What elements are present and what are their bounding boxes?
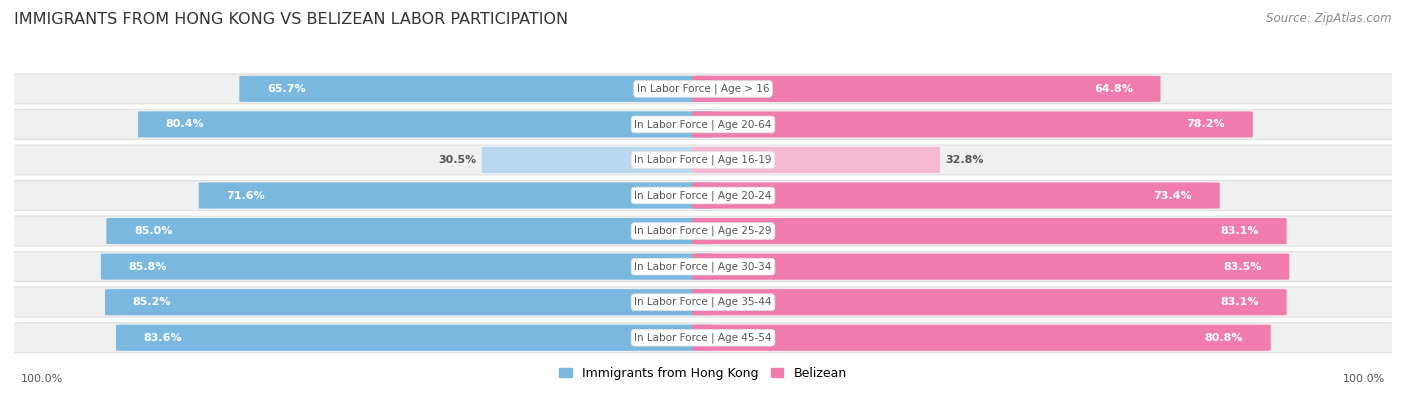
- FancyBboxPatch shape: [692, 218, 1286, 244]
- FancyBboxPatch shape: [0, 287, 1406, 317]
- FancyBboxPatch shape: [692, 289, 1286, 315]
- Text: 71.6%: 71.6%: [226, 190, 264, 201]
- FancyBboxPatch shape: [105, 289, 714, 315]
- Legend: Immigrants from Hong Kong, Belizean: Immigrants from Hong Kong, Belizean: [554, 362, 852, 385]
- Text: 65.7%: 65.7%: [267, 84, 305, 94]
- FancyBboxPatch shape: [692, 76, 1160, 102]
- FancyBboxPatch shape: [0, 216, 1406, 246]
- FancyBboxPatch shape: [0, 74, 1406, 104]
- FancyBboxPatch shape: [0, 181, 1406, 211]
- Text: 78.2%: 78.2%: [1187, 119, 1225, 130]
- FancyBboxPatch shape: [482, 147, 714, 173]
- Text: 83.1%: 83.1%: [1220, 226, 1258, 236]
- FancyBboxPatch shape: [692, 254, 1289, 280]
- FancyBboxPatch shape: [0, 145, 1406, 175]
- Text: In Labor Force | Age 20-64: In Labor Force | Age 20-64: [634, 119, 772, 130]
- Text: In Labor Force | Age > 16: In Labor Force | Age > 16: [637, 84, 769, 94]
- Text: 30.5%: 30.5%: [439, 155, 477, 165]
- Text: In Labor Force | Age 35-44: In Labor Force | Age 35-44: [634, 297, 772, 307]
- FancyBboxPatch shape: [117, 325, 714, 351]
- FancyBboxPatch shape: [107, 218, 714, 244]
- Text: In Labor Force | Age 30-34: In Labor Force | Age 30-34: [634, 261, 772, 272]
- Text: 80.4%: 80.4%: [166, 119, 204, 130]
- FancyBboxPatch shape: [0, 181, 1406, 211]
- Text: Source: ZipAtlas.com: Source: ZipAtlas.com: [1267, 12, 1392, 25]
- Text: 83.5%: 83.5%: [1223, 261, 1261, 272]
- Text: In Labor Force | Age 45-54: In Labor Force | Age 45-54: [634, 333, 772, 343]
- FancyBboxPatch shape: [0, 109, 1406, 139]
- FancyBboxPatch shape: [0, 252, 1406, 282]
- Text: 32.8%: 32.8%: [945, 155, 984, 165]
- Text: 100.0%: 100.0%: [1343, 374, 1385, 384]
- Text: In Labor Force | Age 25-29: In Labor Force | Age 25-29: [634, 226, 772, 236]
- FancyBboxPatch shape: [692, 111, 1253, 137]
- FancyBboxPatch shape: [0, 287, 1406, 317]
- Text: 83.6%: 83.6%: [143, 333, 183, 343]
- FancyBboxPatch shape: [0, 323, 1406, 353]
- FancyBboxPatch shape: [101, 254, 714, 280]
- Text: In Labor Force | Age 20-24: In Labor Force | Age 20-24: [634, 190, 772, 201]
- Text: 85.0%: 85.0%: [134, 226, 173, 236]
- FancyBboxPatch shape: [0, 323, 1406, 353]
- FancyBboxPatch shape: [198, 182, 714, 209]
- FancyBboxPatch shape: [0, 145, 1406, 175]
- FancyBboxPatch shape: [0, 74, 1406, 104]
- Text: 100.0%: 100.0%: [21, 374, 63, 384]
- Text: 85.8%: 85.8%: [128, 261, 167, 272]
- FancyBboxPatch shape: [692, 325, 1271, 351]
- FancyBboxPatch shape: [138, 111, 714, 137]
- FancyBboxPatch shape: [692, 147, 941, 173]
- Text: 80.8%: 80.8%: [1205, 333, 1243, 343]
- FancyBboxPatch shape: [0, 252, 1406, 282]
- Text: IMMIGRANTS FROM HONG KONG VS BELIZEAN LABOR PARTICIPATION: IMMIGRANTS FROM HONG KONG VS BELIZEAN LA…: [14, 12, 568, 27]
- Text: 64.8%: 64.8%: [1094, 84, 1133, 94]
- Text: In Labor Force | Age 16-19: In Labor Force | Age 16-19: [634, 155, 772, 165]
- FancyBboxPatch shape: [239, 76, 714, 102]
- Text: 85.2%: 85.2%: [132, 297, 172, 307]
- Text: 73.4%: 73.4%: [1153, 190, 1192, 201]
- Text: 83.1%: 83.1%: [1220, 297, 1258, 307]
- FancyBboxPatch shape: [692, 182, 1219, 209]
- FancyBboxPatch shape: [0, 109, 1406, 139]
- FancyBboxPatch shape: [0, 216, 1406, 246]
